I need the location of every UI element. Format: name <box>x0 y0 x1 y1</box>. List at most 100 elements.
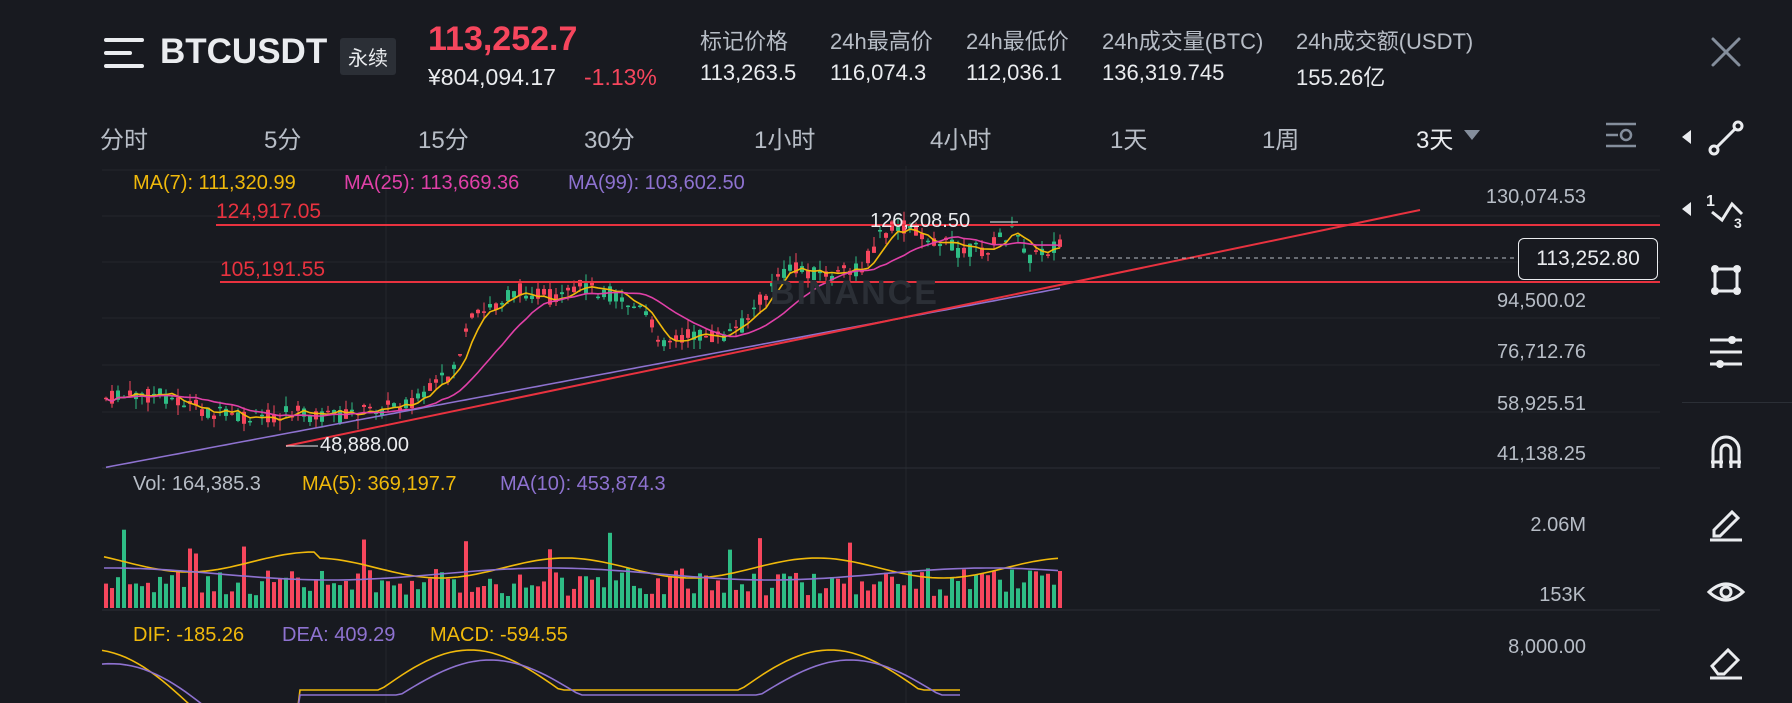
tab-interval-30m[interactable]: 30分 <box>584 127 635 154</box>
volume-bar <box>668 576 672 608</box>
volume-bar <box>740 584 744 608</box>
candle-body <box>662 340 666 347</box>
volume-bar <box>248 593 252 608</box>
candle-body <box>1022 248 1026 253</box>
volume-bar <box>1058 570 1062 608</box>
volume-bar <box>884 572 888 608</box>
candle-body <box>1040 248 1044 256</box>
candle-body <box>1058 239 1062 247</box>
candle-body <box>548 289 552 305</box>
chart-settings-icon[interactable] <box>1604 118 1638 152</box>
volume-bar <box>206 576 210 608</box>
volume-bar <box>812 573 816 608</box>
volume-bar <box>1046 573 1050 608</box>
volume-bar <box>524 587 528 608</box>
volume-bar <box>656 578 660 608</box>
close-icon[interactable] <box>1710 36 1742 68</box>
low-price-label: 48,888.00 <box>320 434 409 456</box>
candle-body <box>674 335 678 341</box>
volume-bar <box>770 587 774 608</box>
magnet-icon[interactable] <box>1706 432 1746 472</box>
volume-bar <box>686 588 690 608</box>
shape-tool-icon[interactable] <box>1706 260 1746 300</box>
fib-tool-icon[interactable]: 1 3 <box>1706 190 1746 230</box>
candle-body <box>704 335 708 338</box>
expand-arrow-icon[interactable] <box>1682 202 1691 216</box>
candle-body <box>734 326 738 329</box>
volume-bar <box>818 593 822 608</box>
candle-body <box>374 412 378 415</box>
volume-bar <box>272 582 276 608</box>
volume-bar <box>566 595 570 608</box>
candle-body <box>626 305 630 308</box>
volume-bar <box>536 586 540 608</box>
symbol-title[interactable]: BTCUSDT <box>160 32 328 71</box>
candle-body <box>920 233 924 240</box>
candle-body <box>902 220 906 234</box>
tab-interval-1d[interactable]: 1天 <box>1110 127 1148 154</box>
volume-bar <box>1022 582 1026 608</box>
volume-bar <box>650 593 654 608</box>
tab-interval-5m[interactable]: 5分 <box>264 127 302 154</box>
menu-icon[interactable] <box>104 36 144 72</box>
expand-arrow-icon[interactable] <box>1682 130 1691 144</box>
tab-interval-1w[interactable]: 1周 <box>1262 127 1300 154</box>
volume-axis-label: 2.06M <box>1530 514 1586 536</box>
candle-body <box>212 415 216 419</box>
macd-axis-label: 8,000.00 <box>1508 636 1586 658</box>
candle-body <box>500 303 504 305</box>
volume-bar <box>428 578 432 608</box>
stat-label-24h-turnover: 24h成交额(USDT) <box>1296 29 1474 54</box>
vol-label: Vol: 164,385.3 <box>133 473 261 495</box>
candle-body <box>554 294 558 303</box>
candle-body <box>338 410 342 423</box>
candle-body <box>866 250 870 264</box>
volume-bar <box>572 588 576 608</box>
settings-lines-icon[interactable] <box>1706 332 1746 372</box>
line-tool-icon[interactable] <box>1706 118 1746 158</box>
volume-bar <box>176 570 180 608</box>
volume-bar <box>152 592 156 608</box>
volume-bar <box>914 588 918 608</box>
pen-icon[interactable] <box>1706 502 1746 542</box>
volume-bar <box>302 587 306 608</box>
volume-bar <box>482 585 486 608</box>
candle-body <box>158 388 162 395</box>
eye-icon[interactable] <box>1706 572 1746 612</box>
volume-bar <box>1028 570 1032 608</box>
volume-bar <box>902 585 906 608</box>
volume-bar <box>1034 571 1038 608</box>
volume-bar <box>896 583 900 608</box>
price-axis-label: 58,925.51 <box>1497 393 1586 415</box>
candle-body <box>956 248 960 258</box>
volume-bar <box>692 593 696 608</box>
tab-interval-1h[interactable]: 1小时 <box>754 127 816 154</box>
candle-body <box>536 288 540 299</box>
volume-bar <box>638 588 642 608</box>
candle-body <box>230 413 234 415</box>
candle-body <box>620 297 624 302</box>
volume-bar <box>410 580 414 608</box>
volume-bar <box>734 589 738 608</box>
volume-bar <box>596 577 600 608</box>
volume-bar <box>1052 584 1056 608</box>
volume-bar <box>398 583 402 608</box>
candle-body <box>176 397 180 406</box>
volume-bar <box>944 595 948 608</box>
stat-label-24h-vol-btc: 24h成交量(BTC) <box>1102 29 1264 54</box>
volume-bar <box>974 574 978 608</box>
candle-body <box>542 288 546 295</box>
volume-bar <box>716 580 720 608</box>
candle-body <box>644 311 648 316</box>
caret-down-icon[interactable] <box>1464 130 1480 140</box>
tab-interval-3d[interactable]: 3天 <box>1416 127 1454 154</box>
tab-interval-4h[interactable]: 4小时 <box>930 127 992 154</box>
eraser-icon[interactable] <box>1706 640 1746 680</box>
volume-bar <box>146 582 150 608</box>
tab-interval-15m[interactable]: 15分 <box>418 127 469 154</box>
volume-bar <box>626 568 630 608</box>
tab-interval-time[interactable]: 分时 <box>100 127 148 154</box>
candle-body <box>530 295 534 299</box>
candle-body <box>986 253 990 255</box>
